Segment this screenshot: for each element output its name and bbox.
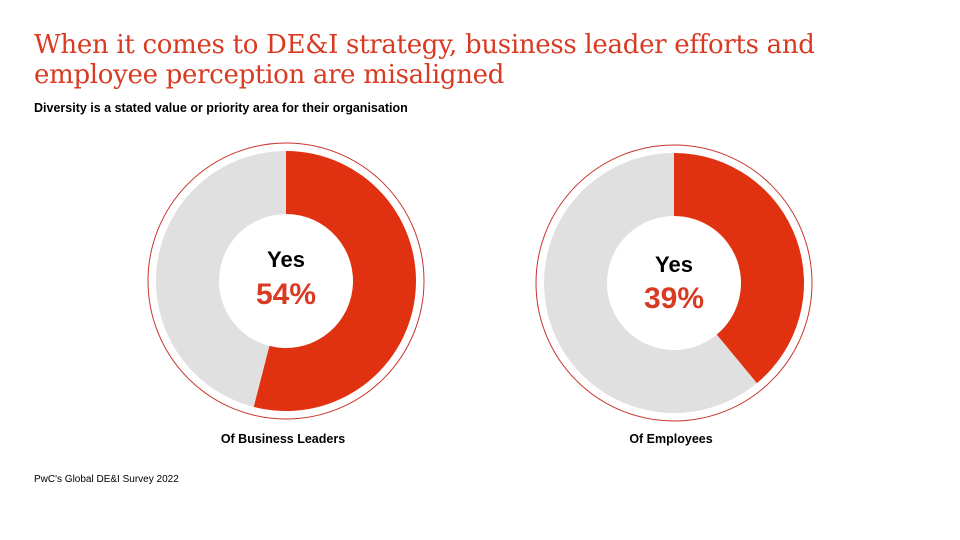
donut-outer-ring	[535, 144, 813, 422]
source-note: PwC's Global DE&I Survey 2022	[34, 474, 179, 485]
center-label: Yes	[655, 252, 693, 277]
donut-slice-yes	[253, 151, 417, 411]
donut-slice-other	[543, 153, 757, 413]
donut-outer-ring	[147, 142, 425, 420]
slide-title: When it comes to DE&I strategy, business…	[34, 30, 815, 90]
center-label: Yes	[267, 247, 305, 272]
chart-label-employees: Of Employees	[629, 432, 713, 446]
center-value: 54%	[256, 278, 316, 311]
slide-subtitle: Diversity is a stated value or priority …	[34, 101, 408, 115]
donut-slice-yes	[674, 153, 804, 384]
chart-label-leaders: Of Business Leaders	[220, 432, 346, 446]
center-value: 39%	[644, 282, 704, 315]
donut-slice-other	[156, 151, 286, 407]
